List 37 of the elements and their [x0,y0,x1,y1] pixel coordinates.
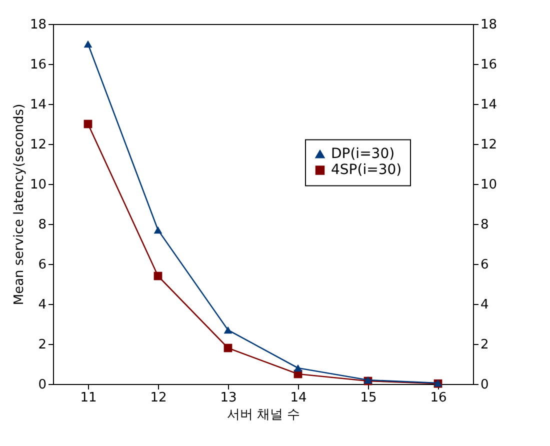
point [224,326,232,334]
y-tick-label: 2 [38,338,46,352]
legend-label: 4SP(i=30) [331,162,402,178]
y-tick-label: 6 [38,258,46,272]
point [224,344,232,352]
y-tick-label: 16 [30,58,46,72]
y2-tick-label: 12 [480,138,498,152]
y2-tick-label: 10 [480,178,498,192]
x-tick-label: 15 [360,390,377,406]
point [154,272,162,280]
y2-tick-label: 16 [480,58,498,72]
y2-tick-label: 8 [480,218,489,232]
y-tick-label: 14 [30,98,46,112]
y2-tick-label: 14 [480,98,498,112]
y2-tick-label: 4 [480,298,489,312]
x-tick-label: 11 [80,390,97,406]
y-tick-label: 12 [30,138,46,152]
x-tick-label: 16 [430,390,447,406]
y-tick-label: 10 [30,178,46,192]
y2-tick-label: 0 [480,378,489,392]
point [84,40,92,48]
y-tick-label: 0 [38,378,46,392]
point [294,364,302,372]
y2-tick-label: 2 [480,338,489,352]
y2-tick-label: 18 [480,18,498,32]
point [84,120,92,128]
point [154,226,162,234]
x-tick-label: 14 [290,390,307,406]
x-axis-title: 서버 채널 수 [226,408,300,422]
y-tick-label: 4 [38,298,46,312]
x-tick-label: 13 [220,390,237,406]
y-axis-title: Mean service latency(seconds) [12,104,27,306]
legend-label: DP(i=30) [331,146,395,162]
y-tick-label: 8 [38,218,46,232]
x-tick-label: 12 [150,390,167,406]
y2-tick-label: 6 [480,258,489,272]
y-tick-label: 18 [30,18,46,32]
